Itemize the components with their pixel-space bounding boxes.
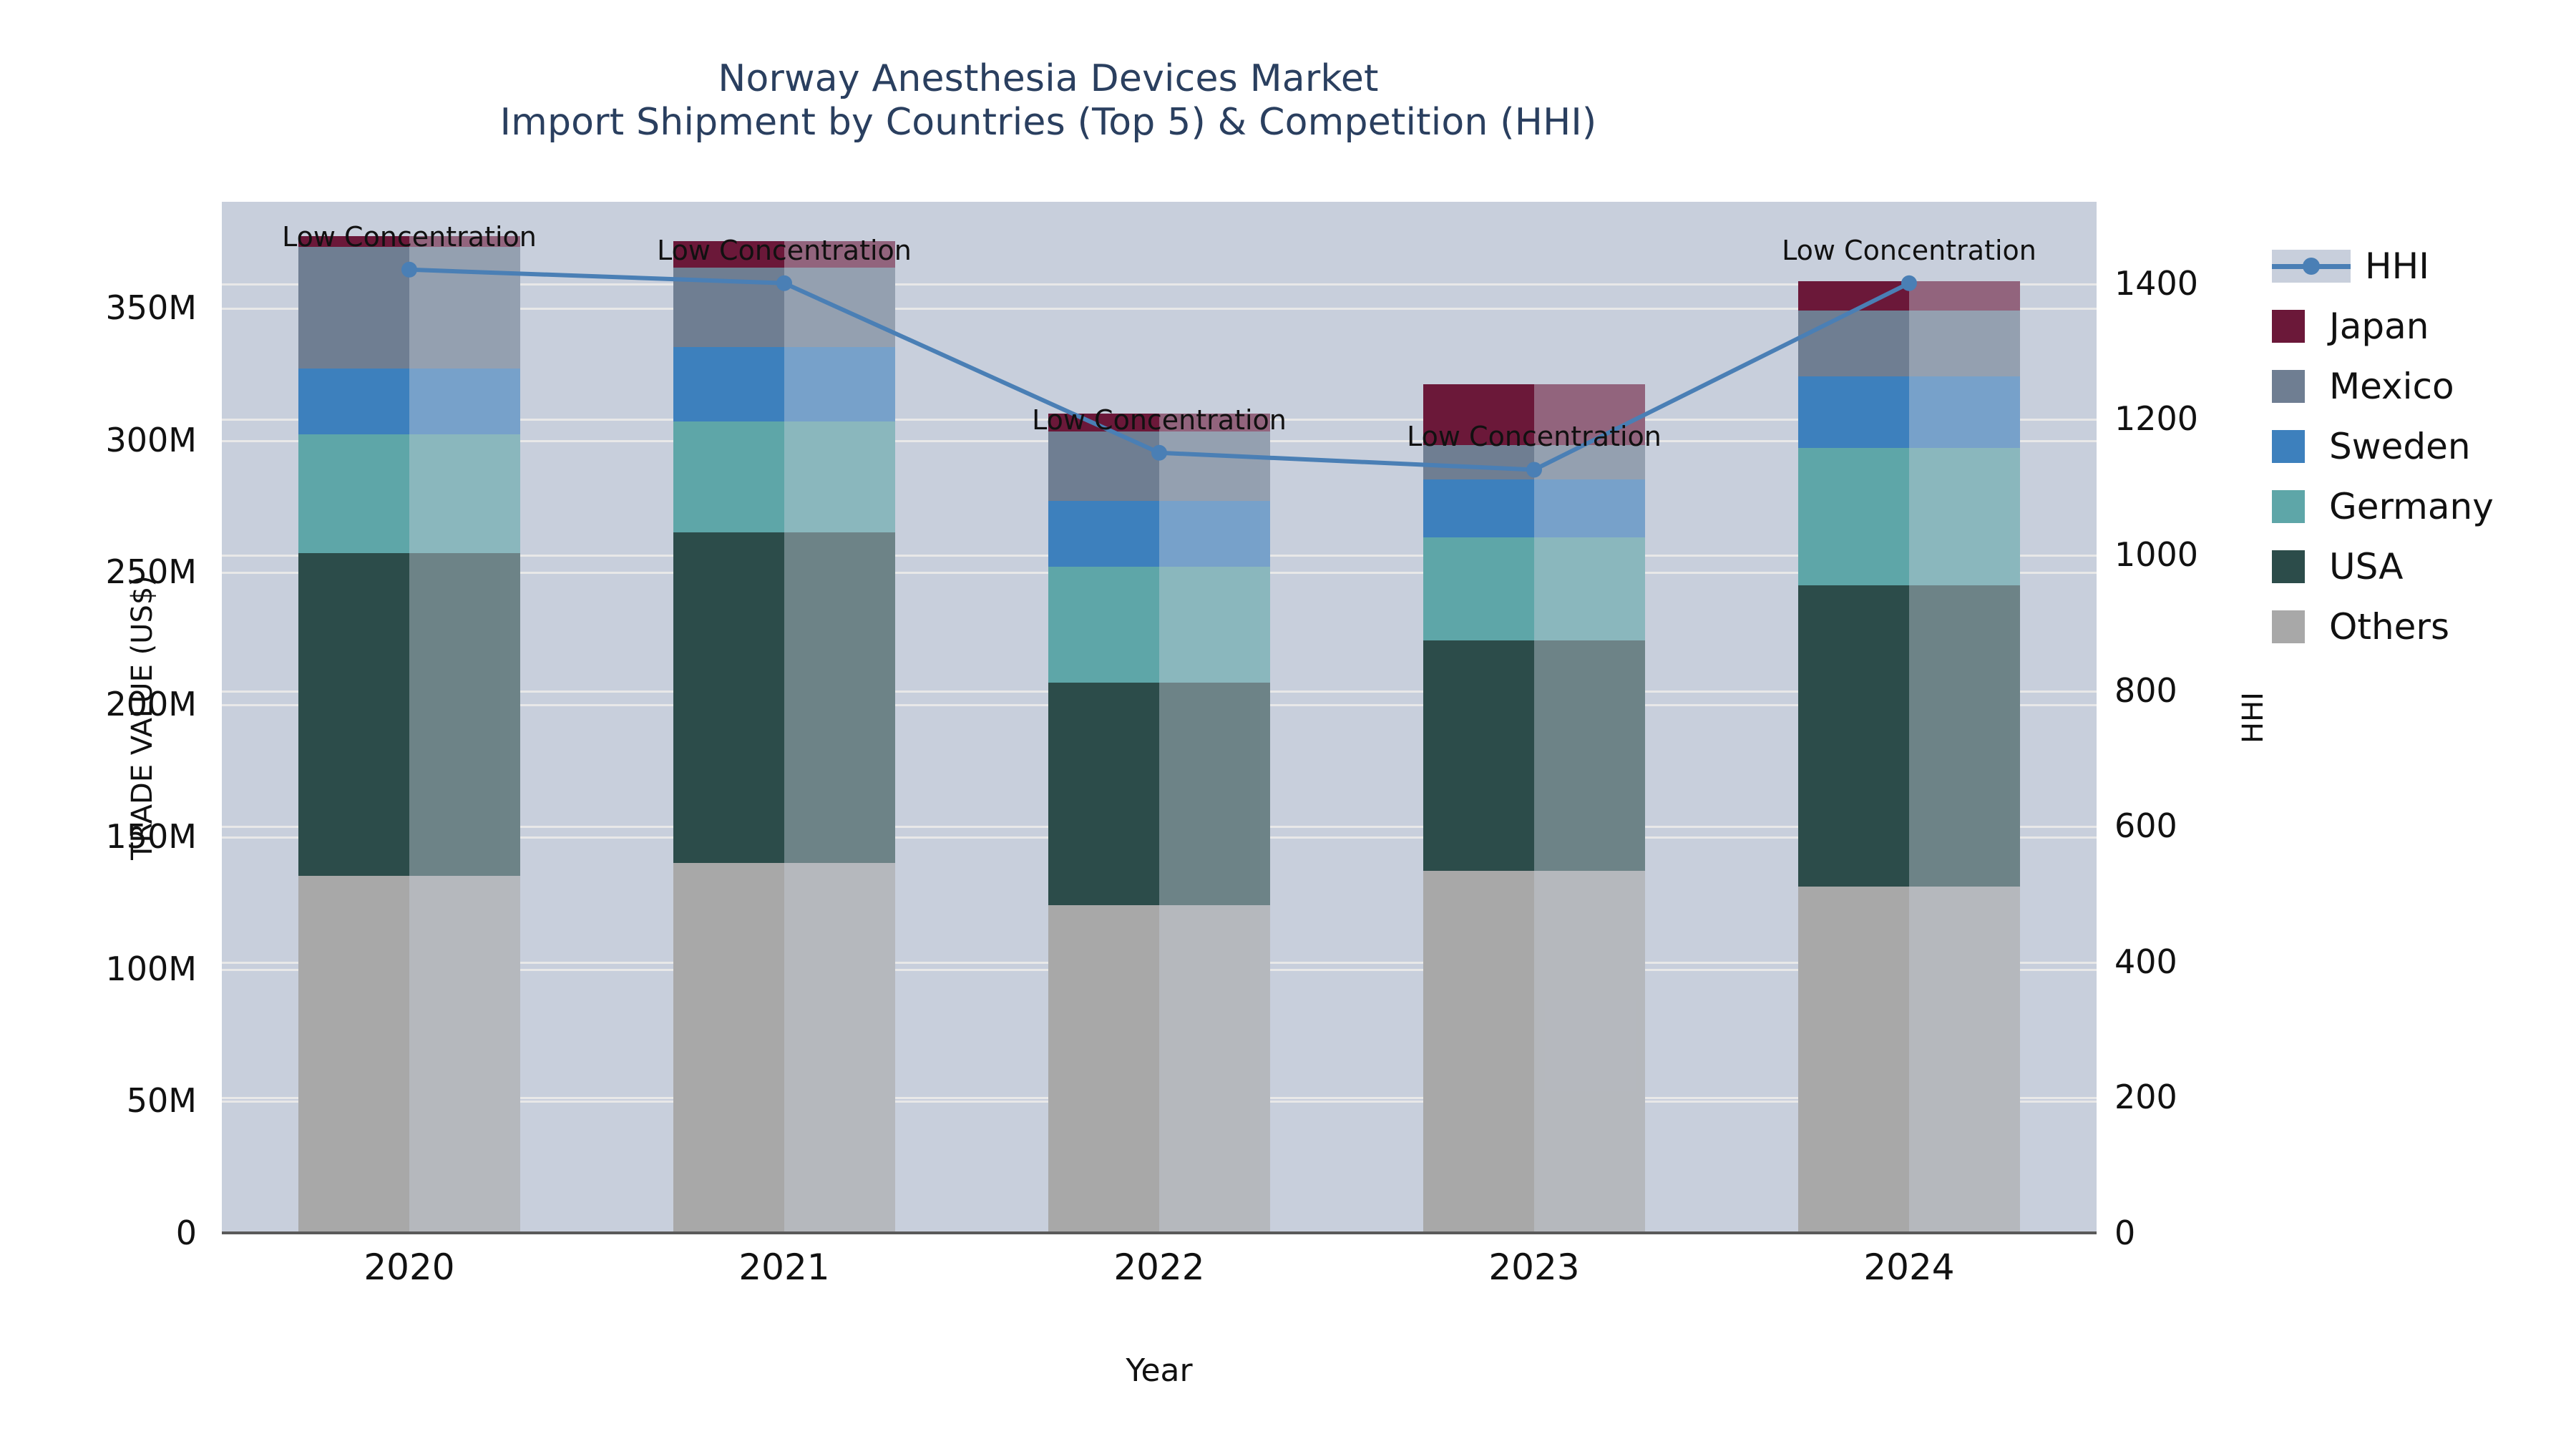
y-axis-right-label: HHI (2236, 691, 2270, 743)
bar-segment-germany[interactable] (1423, 537, 1645, 641)
bar-segment-usa[interactable] (1798, 585, 2020, 887)
legend-label: Germany (2329, 486, 2494, 527)
bar-segment-mexico[interactable] (1048, 431, 1270, 501)
legend-swatch-icon (2272, 550, 2305, 583)
y-axis-right-tick-label: 600 (2114, 806, 2177, 846)
bar-segment-others[interactable] (673, 862, 895, 1233)
bar-segment-mexico[interactable] (1798, 310, 2020, 376)
legend-swatch-icon (2272, 370, 2305, 403)
legend-item-japan[interactable]: Japan (2272, 296, 2572, 356)
legend-swatch-icon (2272, 430, 2305, 463)
y-axis-left-label: TRADE VALUE (US$) (125, 575, 159, 860)
bar-segment-usa[interactable] (1423, 640, 1645, 871)
x-axis-tick-label: 2021 (738, 1246, 830, 1288)
bar-segment-sweden[interactable] (1423, 479, 1645, 538)
y-axis-right-tick-label: 1000 (2114, 535, 2199, 574)
y-axis-left-tick-label: 300M (105, 420, 197, 459)
annotation-low-concentration: Low Concentration (1407, 421, 1662, 453)
legend-label: Others (2329, 606, 2450, 648)
legend-label: Japan (2329, 306, 2429, 347)
bar-segment-germany[interactable] (1048, 566, 1270, 683)
legend-item-hhi[interactable]: HHI (2272, 236, 2572, 296)
annotation-low-concentration: Low Concentration (282, 220, 537, 253)
legend-item-others[interactable]: Others (2272, 597, 2572, 657)
y-axis-right-tick-label: 1200 (2114, 399, 2199, 439)
bar-segment-sweden[interactable] (1798, 376, 2020, 448)
y-axis-left-tick-label: 250M (105, 552, 197, 592)
legend-item-germany[interactable]: Germany (2272, 477, 2572, 537)
bar-segment-others[interactable] (298, 876, 520, 1233)
x-axis-tick-label: 2024 (1863, 1246, 1955, 1288)
bar-segment-sweden[interactable] (673, 347, 895, 421)
bar-segment-others[interactable] (1048, 904, 1270, 1233)
y-axis-right-label-wrap: HHI (2222, 202, 2272, 1233)
bar-stack[interactable] (298, 236, 520, 1233)
x-axis-tick-label: 2020 (364, 1246, 455, 1288)
legend-swatch-icon (2272, 610, 2305, 643)
y-axis-right-tick-label: 1400 (2114, 263, 2199, 303)
bar-segment-others[interactable] (1423, 870, 1645, 1233)
bar-stack[interactable] (1798, 280, 2020, 1233)
bar-segment-usa[interactable] (298, 553, 520, 877)
legend-item-mexico[interactable]: Mexico (2272, 356, 2572, 416)
title-line-2: Import Shipment by Countries (Top 5) & C… (499, 101, 1597, 145)
y-axis-left-tick-label: 0 (175, 1214, 197, 1252)
legend: HHI Japan Mexico Sweden Germany USA Others (2272, 236, 2572, 657)
bar-segment-mexico[interactable] (298, 246, 520, 369)
bar-segment-sweden[interactable] (1048, 500, 1270, 567)
legend-label: Sweden (2329, 426, 2471, 467)
y-axis-left-tick-label: 350M (105, 288, 197, 327)
bar-segment-usa[interactable] (673, 532, 895, 863)
bar-segment-germany[interactable] (673, 421, 895, 532)
legend-label: USA (2329, 546, 2404, 587)
legend-swatch-icon (2272, 310, 2305, 343)
legend-swatch-icon (2272, 490, 2305, 523)
legend-label: HHI (2365, 245, 2429, 287)
legend-item-usa[interactable]: USA (2272, 537, 2572, 597)
bar-segment-japan[interactable] (1798, 280, 2020, 311)
title-line-1: Norway Anesthesia Devices Market (718, 57, 1379, 100)
x-axis-tick-label: 2022 (1113, 1246, 1205, 1288)
y-axis-right-tick-label: 400 (2114, 942, 2177, 981)
bar-stack[interactable] (1048, 413, 1270, 1233)
legend-item-sweden[interactable]: Sweden (2272, 416, 2572, 477)
y-axis-left-tick-label: 50M (126, 1081, 197, 1121)
plot-area (222, 202, 2097, 1234)
bar-segment-others[interactable] (1798, 886, 2020, 1233)
x-axis-baseline (222, 1231, 2097, 1234)
legend-line-marker-icon (2272, 250, 2351, 283)
bar-segment-usa[interactable] (1048, 683, 1270, 905)
bar-segment-germany[interactable] (1798, 447, 2020, 585)
y-axis-left-label-wrap: TRADE VALUE (US$) (0, 202, 159, 1233)
y-axis-left-tick-label: 200M (105, 685, 197, 724)
annotation-low-concentration: Low Concentration (1782, 234, 2036, 266)
x-axis-tick-label: 2023 (1488, 1246, 1580, 1288)
bar-segment-sweden[interactable] (298, 368, 520, 435)
annotation-low-concentration: Low Concentration (657, 234, 912, 266)
y-axis-right-tick-label: 0 (2114, 1214, 2136, 1252)
y-axis-right-tick-label: 800 (2114, 670, 2177, 710)
chart-title: Norway Anesthesia Devices Market Import … (0, 57, 2097, 145)
bar-stack[interactable] (1423, 384, 1645, 1233)
y-axis-right-tick-label: 200 (2114, 1078, 2177, 1117)
bar-segment-mexico[interactable] (673, 268, 895, 348)
bar-segment-japan[interactable] (673, 241, 895, 268)
bar-segment-japan[interactable] (298, 236, 520, 247)
bar-segment-germany[interactable] (298, 434, 520, 554)
x-axis-label: Year (1126, 1352, 1193, 1389)
y-axis-left-tick-label: 150M (105, 816, 197, 856)
y-axis-left-tick-label: 100M (105, 949, 197, 988)
annotation-low-concentration: Low Concentration (1032, 404, 1287, 436)
legend-label: Mexico (2329, 366, 2454, 407)
bar-stack[interactable] (673, 241, 895, 1233)
